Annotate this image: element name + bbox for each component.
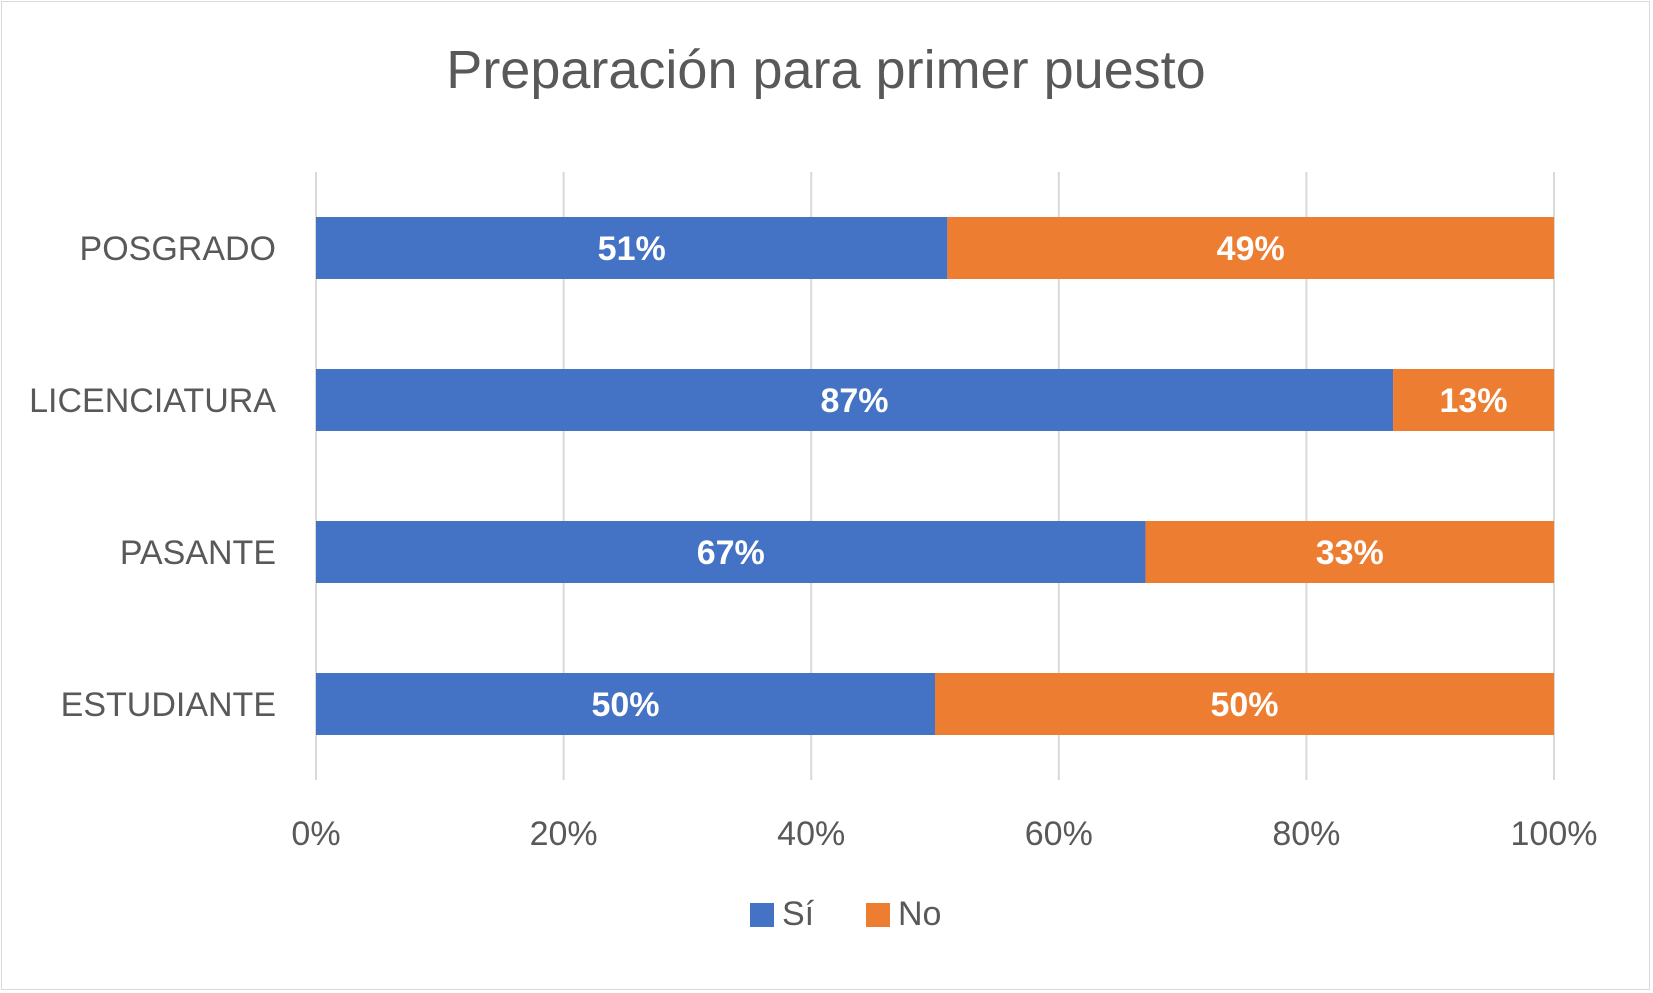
data-label: 50% xyxy=(1210,686,1278,724)
category-label: POSGRADO xyxy=(80,230,276,268)
chart-title: Preparación para primer puesto xyxy=(446,40,1205,100)
data-label: 87% xyxy=(820,382,888,420)
bar-segment xyxy=(1145,521,1554,583)
legend-swatch xyxy=(866,903,890,927)
x-tick-label: 100% xyxy=(1511,815,1598,853)
x-tick-label: 0% xyxy=(291,815,340,853)
bar-segment xyxy=(1393,369,1554,431)
x-tick-label: 80% xyxy=(1272,815,1340,853)
category-label: PASANTE xyxy=(120,534,276,572)
bars: 51% 49% 87% 13% 67% 33% 50% 50% xyxy=(316,217,1554,735)
data-label: 51% xyxy=(598,230,666,268)
data-label: 13% xyxy=(1439,382,1507,420)
category-label: ESTUDIANTE xyxy=(61,686,276,724)
x-tick-label: 60% xyxy=(1025,815,1093,853)
bar-segment xyxy=(316,673,935,735)
x-axis-ticks: 0% 20% 40% 60% 80% 100% xyxy=(291,815,1597,853)
bar-segment xyxy=(316,369,1394,431)
data-label: 49% xyxy=(1217,230,1285,268)
x-tick-label: 20% xyxy=(530,815,598,853)
bar-segment xyxy=(935,673,1554,735)
data-label: 67% xyxy=(697,534,765,572)
x-tick-label: 40% xyxy=(777,815,845,853)
legend: Sí No xyxy=(750,895,941,933)
legend-entry: Sí xyxy=(782,895,815,933)
data-label: 50% xyxy=(591,686,659,724)
data-label: 33% xyxy=(1316,534,1384,572)
bar-segment xyxy=(316,521,1146,583)
legend-entry: No xyxy=(898,895,941,933)
bar-segment xyxy=(947,217,1554,279)
legend-swatch xyxy=(750,903,774,927)
category-label: LICENCIATURA xyxy=(29,382,276,420)
bar-segment xyxy=(316,217,948,279)
category-labels: POSGRADO LICENCIATURA PASANTE ESTUDIANTE xyxy=(29,230,276,724)
